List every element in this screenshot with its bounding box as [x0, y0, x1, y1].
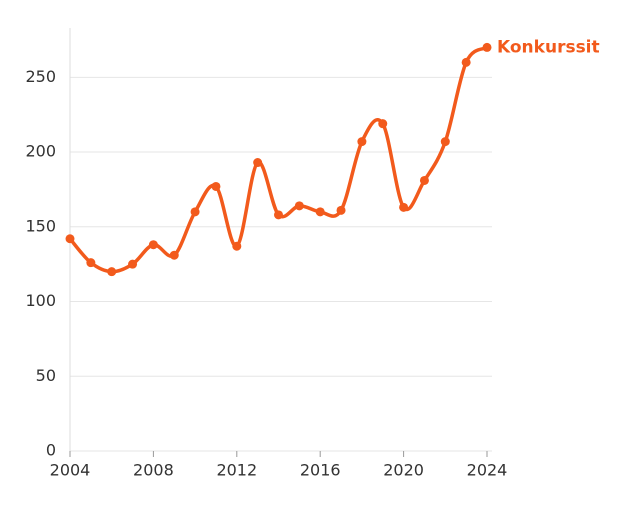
point	[169, 250, 179, 260]
series-label: Konkurssit	[497, 37, 600, 57]
x-tick-label: 2012	[216, 461, 257, 480]
y-tick-label: 200	[25, 142, 56, 161]
x-tick-label: 2020	[383, 461, 424, 480]
point	[232, 241, 242, 251]
point	[148, 240, 158, 250]
y-tick-label: 0	[46, 441, 56, 460]
point	[419, 175, 429, 185]
point	[211, 181, 221, 191]
y-tick-label: 150	[25, 216, 56, 235]
point	[357, 137, 367, 147]
point	[274, 210, 283, 220]
point	[190, 207, 200, 217]
point	[378, 119, 388, 129]
x-tick-label: 2008	[133, 461, 174, 480]
point	[461, 57, 471, 67]
point	[315, 207, 325, 217]
y-tick-label: 250	[25, 67, 56, 86]
point	[399, 202, 409, 212]
point	[107, 267, 117, 277]
x-tick-label: 2016	[300, 461, 341, 480]
point	[294, 201, 304, 211]
x-tick-label: 2024	[467, 461, 508, 480]
y-tick-label: 100	[25, 291, 56, 310]
point	[482, 42, 492, 52]
point	[128, 259, 138, 269]
x-tick-label: 2004	[50, 461, 91, 480]
point	[65, 234, 75, 244]
y-tick-label: 50	[36, 366, 56, 385]
point	[336, 205, 346, 215]
point	[86, 258, 96, 268]
point	[440, 137, 450, 147]
point	[253, 158, 263, 168]
line	[68, 45, 489, 274]
